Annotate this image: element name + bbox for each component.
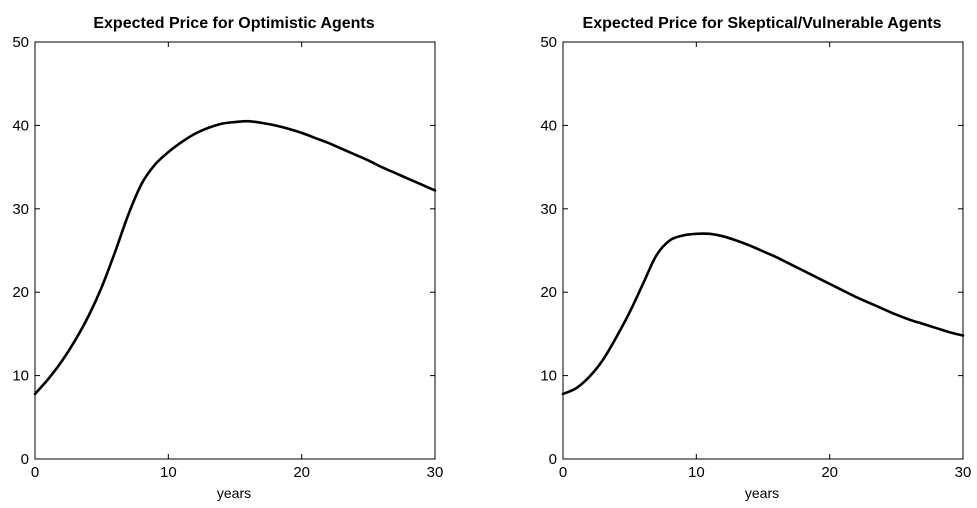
y-tick-label: 30: [540, 201, 557, 218]
x-axis-label: years: [217, 485, 251, 501]
chart-skeptical-vulnerable: Expected Price for Skeptical/Vulnerable …: [540, 15, 971, 501]
y-tick-label: 0: [549, 451, 557, 468]
x-tick-label: 0: [31, 464, 39, 481]
series-line: [33, 119, 437, 396]
chart-optimistic: Expected Price for Optimistic Agents 0 10…: [12, 15, 443, 501]
y-tick-label: 20: [540, 284, 557, 301]
y-tick-label: 40: [12, 117, 29, 134]
x-tick-label: 10: [160, 464, 177, 481]
chart-title: Expected Price for Skeptical/Vulnerable …: [583, 15, 942, 32]
y-tick-label: 50: [540, 34, 557, 51]
x-tick-label: 30: [955, 464, 972, 481]
plot-frame: [34, 41, 436, 460]
x-tick-label: 10: [688, 464, 705, 481]
y-tick-label: 10: [540, 368, 557, 385]
series-line: [561, 232, 965, 396]
y-tick-label: 30: [12, 201, 29, 218]
y-tick-label: 0: [21, 451, 29, 468]
y-tick-label: 20: [12, 284, 29, 301]
y-tick-label: 10: [12, 368, 29, 385]
x-tick-label: 0: [559, 464, 567, 481]
x-axis-label: years: [745, 485, 779, 501]
y-tick-label: 50: [12, 34, 29, 51]
y-tick-label: 40: [540, 117, 557, 134]
x-tick-label: 30: [427, 464, 444, 481]
x-tick-label: 20: [821, 464, 838, 481]
plot-frame: [562, 41, 964, 460]
x-tick-label: 20: [293, 464, 310, 481]
chart-title: Expected Price for Optimistic Agents: [93, 15, 374, 32]
